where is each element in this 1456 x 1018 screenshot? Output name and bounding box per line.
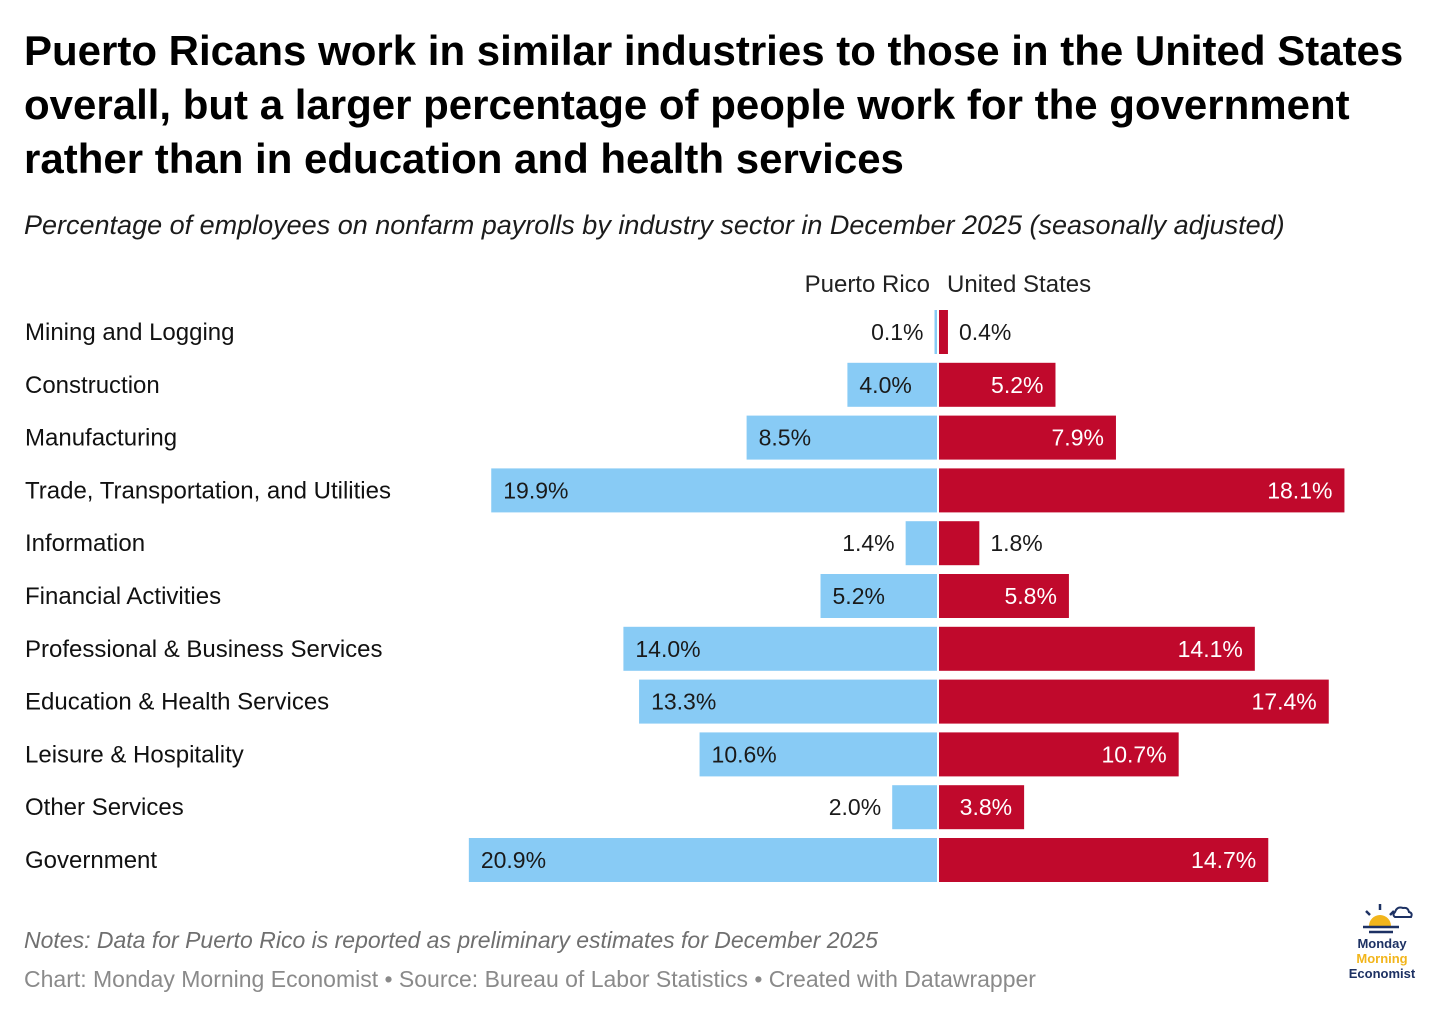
bar-united-states [939, 626, 1255, 671]
value-label-puerto-rico: 20.9% [481, 847, 546, 873]
category-label: Education & Health Services [25, 689, 329, 716]
value-label-puerto-rico: 0.1% [871, 319, 923, 345]
bar-united-states [939, 521, 980, 566]
bar-puerto-rico [639, 679, 937, 724]
chart-notes: Notes: Data for Puerto Rico is reported … [24, 927, 878, 953]
value-label-united-states: 1.8% [990, 530, 1042, 556]
value-label-united-states: 7.9% [1052, 425, 1104, 451]
bar-puerto-rico [491, 468, 937, 513]
category-label: Construction [25, 372, 160, 399]
value-label-united-states: 17.4% [1252, 689, 1317, 715]
category-label: Government [25, 847, 157, 874]
bar-puerto-rico [847, 362, 937, 407]
legend-united-states: United States [947, 271, 1091, 298]
category-label: Professional & Business Services [25, 636, 383, 663]
bar-puerto-rico [746, 415, 937, 460]
value-label-puerto-rico: 8.5% [759, 425, 811, 451]
bar-united-states [939, 785, 1025, 830]
value-label-puerto-rico: 13.3% [651, 689, 716, 715]
value-label-united-states: 18.1% [1267, 477, 1332, 503]
chart-subtitle: Percentage of employees on nonfarm payro… [24, 210, 1285, 240]
chart-credit: Chart: Monday Morning Economist • Source… [24, 966, 1036, 992]
legend-puerto-rico: Puerto Rico [805, 271, 930, 298]
bar-puerto-rico [468, 838, 937, 882]
logo-text-economist: Economist [1348, 966, 1416, 981]
bar-united-states [939, 310, 948, 354]
category-label: Other Services [25, 794, 184, 821]
category-label: Leisure & Hospitality [25, 741, 244, 768]
value-label-puerto-rico: 14.0% [635, 636, 700, 662]
bar-united-states [939, 838, 1269, 882]
value-label-united-states: 5.8% [1004, 583, 1056, 609]
logo-text-monday: Monday [1357, 936, 1407, 951]
monday-morning-economist-logo: Monday Morning Economist [1336, 900, 1428, 996]
bar-puerto-rico [623, 626, 937, 671]
bar-united-states [939, 732, 1179, 777]
bar-united-states [939, 362, 1056, 407]
bar-united-states [939, 679, 1329, 724]
category-label: Information [25, 530, 145, 557]
value-label-united-states: 10.7% [1101, 741, 1166, 767]
value-label-united-states: 5.2% [991, 372, 1043, 398]
value-label-puerto-rico: 19.9% [503, 477, 568, 503]
category-label: Financial Activities [25, 583, 221, 610]
value-label-puerto-rico: 2.0% [829, 794, 881, 820]
bar-puerto-rico [905, 521, 937, 566]
bar-united-states [939, 415, 1116, 460]
value-label-united-states: 14.1% [1178, 636, 1243, 662]
category-label: Mining and Logging [25, 319, 235, 346]
logo-text-morning: Morning [1356, 951, 1408, 966]
bar-puerto-rico [892, 785, 937, 830]
value-label-puerto-rico: 4.0% [859, 372, 911, 398]
bar-puerto-rico [934, 310, 937, 354]
value-label-united-states: 3.8% [960, 794, 1012, 820]
value-label-puerto-rico: 10.6% [712, 741, 777, 767]
bar-puerto-rico [699, 732, 937, 777]
chart-title: Puerto Ricans work in similar industries… [24, 27, 1404, 182]
value-label-puerto-rico: 1.4% [842, 530, 894, 556]
bar-puerto-rico [820, 574, 937, 618]
sunrise-icon [1351, 904, 1413, 936]
value-label-united-states: 0.4% [959, 319, 1011, 345]
value-label-puerto-rico: 5.2% [833, 583, 885, 609]
diverging-bar-chart: Puerto Rico United States Mining and Loggi… [25, 271, 1345, 882]
category-label: Manufacturing [25, 425, 177, 452]
bar-united-states [939, 574, 1069, 618]
bar-united-states [939, 468, 1345, 513]
value-label-united-states: 14.7% [1191, 847, 1256, 873]
category-label: Trade, Transportation, and Utilities [25, 477, 391, 504]
